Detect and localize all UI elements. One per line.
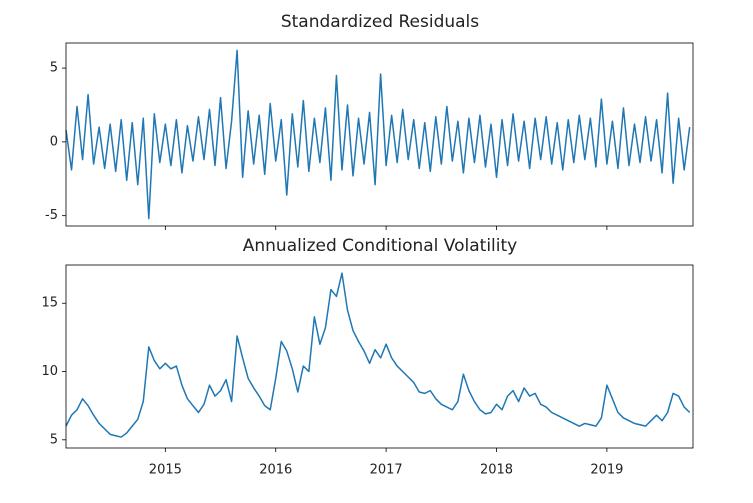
chart-title: Standardized Residuals (281, 12, 479, 32)
y-tick-label: 0 (50, 134, 58, 149)
y-tick-label: 10 (41, 364, 58, 379)
x-tick-label: 2018 (480, 463, 513, 478)
y-tick-label: 15 (41, 296, 58, 311)
x-tick-label: 2019 (590, 463, 623, 478)
y-tick-label: 5 (50, 61, 58, 76)
line-series (65, 49, 691, 220)
y-tick-label: -5 (45, 208, 58, 223)
plot-frame (65, 42, 694, 227)
line-series (65, 272, 691, 438)
x-tick-label: 2017 (370, 463, 403, 478)
chart-title: Annualized Conditional Volatility (243, 236, 517, 256)
x-tick-label: 2016 (259, 463, 292, 478)
plot-frame (65, 264, 694, 449)
y-tick-label: 5 (50, 432, 58, 447)
x-tick-label: 2015 (149, 463, 182, 478)
